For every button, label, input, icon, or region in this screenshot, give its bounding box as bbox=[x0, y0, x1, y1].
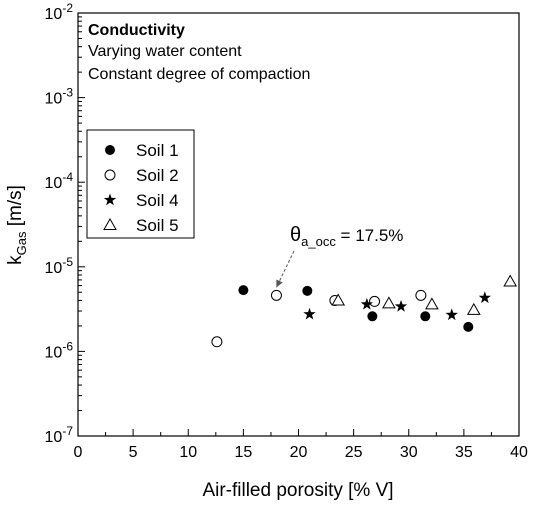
y-tick-label: 10-2 bbox=[45, 1, 74, 23]
callout-sub: a_occ bbox=[301, 234, 336, 249]
legend-label: Soil 5 bbox=[136, 216, 179, 235]
legend-marker bbox=[105, 145, 115, 155]
y-tick-label: 10-4 bbox=[45, 170, 74, 192]
y-axis-title: kGas [m/s] bbox=[5, 185, 29, 265]
y-tick-label-base: 10 bbox=[45, 91, 63, 108]
annotation-line-2: Constant degree of compaction bbox=[88, 66, 310, 83]
y-axis-title-sub: Gas bbox=[14, 231, 29, 255]
data-point bbox=[302, 285, 313, 296]
data-point bbox=[463, 321, 474, 332]
legend-label: Soil 2 bbox=[136, 166, 179, 185]
y-tick-label: 10-3 bbox=[45, 86, 74, 108]
x-tick-label: 0 bbox=[74, 444, 83, 461]
x-tick-label: 15 bbox=[234, 444, 252, 461]
annotation-line-1: Varying water content bbox=[88, 43, 242, 60]
x-tick-label: 40 bbox=[510, 444, 528, 461]
y-tick-label-exponent: -4 bbox=[62, 170, 73, 184]
callout-rest: = 17.5% bbox=[336, 226, 404, 245]
legend-entries: Soil 1 Soil 2 Soil 4 Soil 5 bbox=[103, 141, 179, 235]
data-point bbox=[367, 311, 378, 322]
y-tick-label-base: 10 bbox=[45, 429, 63, 446]
legend: Soil 1 Soil 2 Soil 4 Soil 5 bbox=[86, 129, 195, 239]
callout-arrow bbox=[275, 250, 295, 288]
annotation-block: Conductivity Varying water content Const… bbox=[88, 22, 310, 83]
x-tick-label: 5 bbox=[129, 444, 138, 461]
y-tick-label-exponent: -7 bbox=[62, 424, 73, 438]
data-point bbox=[238, 285, 249, 296]
callout-label: θa_occ = 17.5% bbox=[290, 224, 403, 249]
y-tick-label-exponent: -6 bbox=[62, 339, 73, 353]
y-tick-label-base: 10 bbox=[45, 344, 63, 361]
y-tick-label: 10-6 bbox=[45, 339, 74, 361]
callout-arrow-head bbox=[276, 279, 283, 288]
data-point bbox=[382, 296, 396, 309]
x-tick-label: 20 bbox=[290, 444, 308, 461]
data-point bbox=[445, 308, 458, 321]
y-tick-label-base: 10 bbox=[45, 260, 63, 277]
x-axis-title: Air-filled porosity [% V] bbox=[202, 480, 393, 501]
data-points bbox=[211, 274, 518, 348]
y-tick-label-exponent: -2 bbox=[62, 1, 73, 15]
legend-marker bbox=[103, 193, 117, 206]
y-tick-label: 10-7 bbox=[45, 424, 74, 446]
legend-box bbox=[86, 129, 195, 239]
legend-label: Soil 4 bbox=[136, 191, 179, 210]
y-axis-title-rest: [m/s] bbox=[5, 185, 26, 231]
data-point bbox=[270, 289, 282, 301]
callout: θa_occ = 17.5% bbox=[275, 224, 403, 288]
data-point bbox=[303, 307, 316, 320]
legend-marker bbox=[104, 169, 116, 181]
data-point bbox=[394, 299, 408, 312]
y-axis-title-main: k bbox=[5, 255, 26, 265]
ticks-layer bbox=[77, 12, 520, 437]
y-tick-label-base: 10 bbox=[45, 175, 63, 192]
y-tick-label-exponent: -5 bbox=[62, 255, 73, 269]
x-tick-label: 10 bbox=[179, 444, 197, 461]
data-point bbox=[478, 291, 491, 304]
data-point bbox=[415, 289, 427, 301]
data-point bbox=[466, 302, 481, 315]
callout-symbol: θ bbox=[290, 224, 301, 246]
x-tick-label: 30 bbox=[400, 444, 418, 461]
annotation-title: Conductivity bbox=[88, 22, 185, 39]
x-tick-label: 25 bbox=[345, 444, 363, 461]
y-tick-label-base: 10 bbox=[45, 6, 63, 23]
data-point bbox=[331, 293, 346, 306]
data-point bbox=[211, 336, 223, 348]
data-point bbox=[425, 297, 439, 310]
x-tick-label: 35 bbox=[455, 444, 473, 461]
data-point bbox=[360, 297, 374, 310]
legend-label: Soil 1 bbox=[136, 141, 179, 160]
y-tick-label-exponent: -3 bbox=[62, 86, 73, 100]
data-point bbox=[420, 311, 431, 322]
y-tick-label: 10-5 bbox=[45, 255, 74, 277]
legend-marker bbox=[103, 217, 117, 230]
data-point bbox=[369, 295, 381, 307]
data-point bbox=[503, 274, 518, 287]
